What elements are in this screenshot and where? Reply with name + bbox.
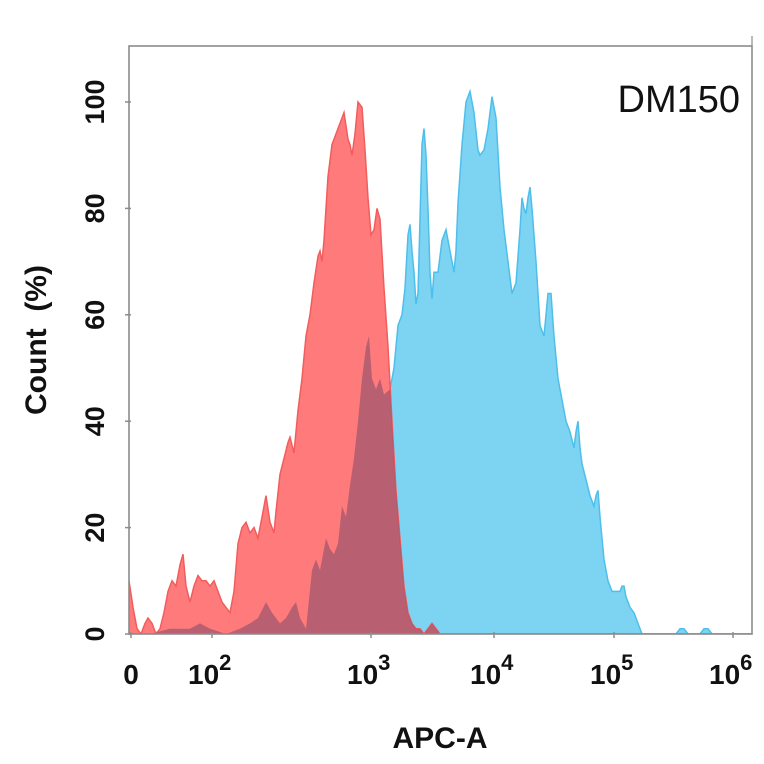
y-tick-label: 100 bbox=[80, 79, 110, 124]
x-axis-title: APC-A bbox=[393, 722, 488, 755]
y-tick-label: 40 bbox=[80, 406, 110, 436]
red-histogram-series bbox=[129, 100, 752, 634]
blue-histogram-series bbox=[129, 88, 752, 634]
y-tick-label: 60 bbox=[80, 300, 110, 330]
x-tick-label: 102 bbox=[188, 650, 231, 690]
y-axis-ticks: 0 20 40 60 80 100 bbox=[80, 79, 131, 642]
y-axis-title: Count (%) bbox=[20, 265, 53, 415]
x-tick-label: 105 bbox=[590, 650, 633, 690]
y-tick-label: 20 bbox=[80, 513, 110, 543]
y-tick-label: 80 bbox=[80, 193, 110, 223]
x-axis-ticks: 0 102 103 104 105 106 bbox=[123, 632, 752, 690]
x-tick-label: 104 bbox=[470, 650, 514, 690]
x-tick-label: 103 bbox=[347, 650, 390, 690]
plot-frame bbox=[128, 45, 753, 635]
y-tick-label: 0 bbox=[80, 626, 110, 641]
x-tick-label: 106 bbox=[709, 650, 752, 690]
x-tick-label: 0 bbox=[123, 659, 139, 690]
sample-annotation: DM150 bbox=[618, 79, 741, 121]
